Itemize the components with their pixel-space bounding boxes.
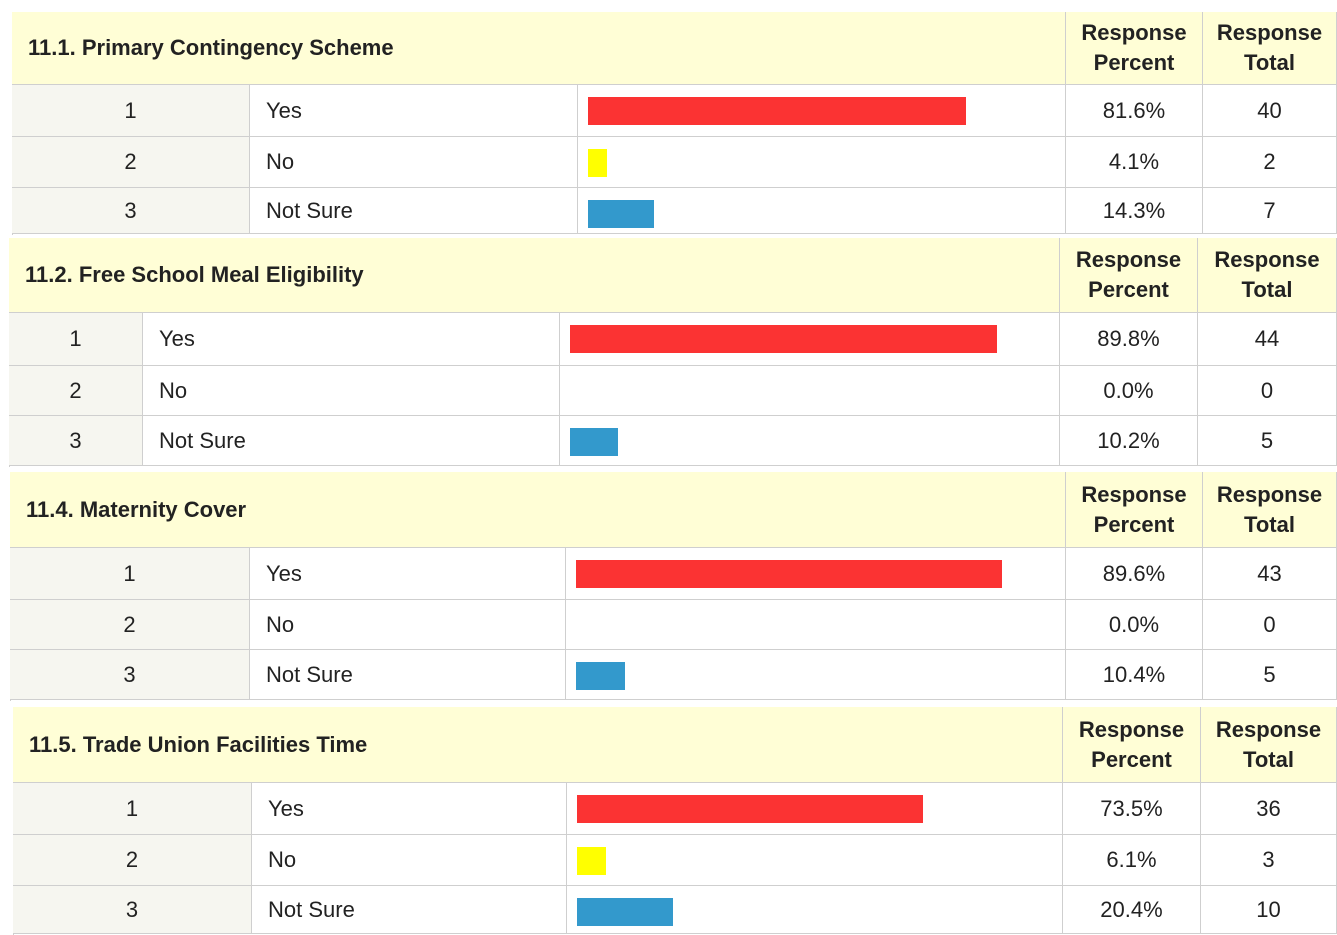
row-label: No xyxy=(250,137,578,188)
row-index: 2 xyxy=(12,137,250,188)
bar-cell xyxy=(560,416,1060,466)
header-total: Response Total xyxy=(1198,238,1337,313)
bar-cell xyxy=(578,188,1066,234)
response-percent: 10.4% xyxy=(1066,650,1203,700)
bar xyxy=(588,200,655,228)
response-total: 5 xyxy=(1198,416,1337,466)
table-title: 11.1. Primary Contingency Scheme xyxy=(12,12,1066,85)
row-index: 1 xyxy=(13,783,252,835)
table-title: 11.2. Free School Meal Eligibility xyxy=(9,238,1060,313)
response-total: 7 xyxy=(1203,188,1337,234)
row-label: Yes xyxy=(143,313,560,366)
response-total: 3 xyxy=(1201,835,1337,886)
response-total: 0 xyxy=(1198,366,1337,416)
bar xyxy=(577,898,674,926)
table-title: 11.5. Trade Union Facilities Time xyxy=(13,707,1063,783)
row-label: No xyxy=(252,835,567,886)
response-percent: 0.0% xyxy=(1066,600,1203,650)
bar xyxy=(588,149,607,177)
response-percent: 14.3% xyxy=(1066,188,1203,234)
response-total: 43 xyxy=(1203,548,1337,600)
header-percent: Response Percent xyxy=(1063,707,1201,783)
response-percent: 10.2% xyxy=(1060,416,1198,466)
response-percent: 73.5% xyxy=(1063,783,1201,835)
header-percent: Response Percent xyxy=(1066,12,1203,85)
header-percent: Response Percent xyxy=(1066,472,1203,548)
row-index: 2 xyxy=(9,366,143,416)
response-percent: 20.4% xyxy=(1063,886,1201,934)
row-index: 3 xyxy=(13,886,252,934)
header-total: Response Total xyxy=(1203,472,1337,548)
response-total: 10 xyxy=(1201,886,1337,934)
header-total: Response Total xyxy=(1201,707,1337,783)
bar-cell xyxy=(560,366,1060,416)
response-total: 5 xyxy=(1203,650,1337,700)
row-label: Not Sure xyxy=(143,416,560,466)
bar xyxy=(570,325,997,353)
response-total: 2 xyxy=(1203,137,1337,188)
row-index: 3 xyxy=(12,188,250,234)
response-percent: 6.1% xyxy=(1063,835,1201,886)
bar xyxy=(570,428,619,456)
response-percent: 89.6% xyxy=(1066,548,1203,600)
row-index: 2 xyxy=(10,600,250,650)
response-percent: 89.8% xyxy=(1060,313,1198,366)
response-total: 36 xyxy=(1201,783,1337,835)
row-index: 1 xyxy=(9,313,143,366)
bar-cell xyxy=(578,137,1066,188)
bar xyxy=(576,662,626,690)
bar xyxy=(577,847,606,875)
row-index: 1 xyxy=(12,85,250,137)
row-index: 3 xyxy=(10,650,250,700)
bar-cell xyxy=(566,600,1066,650)
row-index: 2 xyxy=(13,835,252,886)
row-label: No xyxy=(143,366,560,416)
response-percent: 81.6% xyxy=(1066,85,1203,137)
row-index: 3 xyxy=(9,416,143,466)
row-label: Not Sure xyxy=(250,650,566,700)
row-label: Yes xyxy=(252,783,567,835)
response-percent: 4.1% xyxy=(1066,137,1203,188)
response-total: 0 xyxy=(1203,600,1337,650)
bar xyxy=(588,97,966,125)
bar xyxy=(576,560,1002,588)
row-label: Yes xyxy=(250,85,578,137)
row-label: Yes xyxy=(250,548,566,600)
response-percent: 0.0% xyxy=(1060,366,1198,416)
bar-cell xyxy=(566,650,1066,700)
table-title: 11.4. Maternity Cover xyxy=(10,472,1066,548)
bar xyxy=(577,795,924,823)
row-label: Not Sure xyxy=(252,886,567,934)
header-percent: Response Percent xyxy=(1060,238,1198,313)
response-total: 44 xyxy=(1198,313,1337,366)
header-total: Response Total xyxy=(1203,12,1337,85)
row-label: No xyxy=(250,600,566,650)
bar-cell xyxy=(567,835,1063,886)
response-total: 40 xyxy=(1203,85,1337,137)
row-label: Not Sure xyxy=(250,188,578,234)
row-index: 1 xyxy=(10,548,250,600)
